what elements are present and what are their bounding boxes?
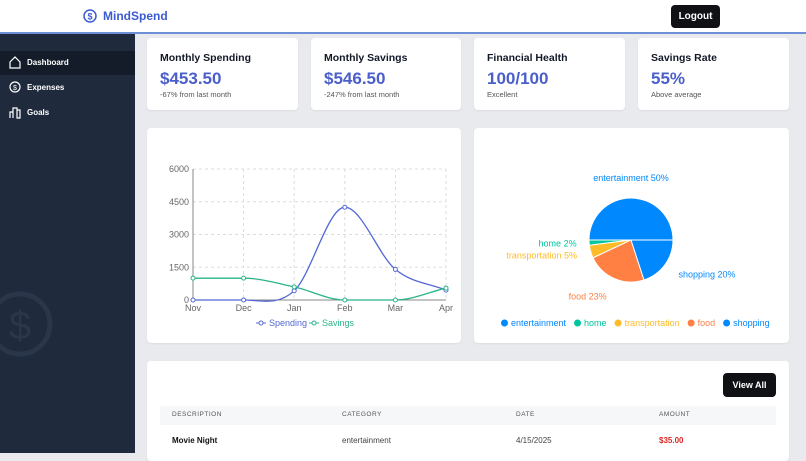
stat-card: Savings Rate 55% Above average [638,38,789,110]
x-tick-label: Nov [185,303,202,313]
sidebar-decoration: $ [0,291,53,357]
y-tick-label: 3000 [169,230,189,240]
stat-note: Excellent [487,90,518,99]
pie-slice [630,239,674,281]
column-header: DATE [516,411,535,418]
nav-item[interactable]: Expenses [27,83,65,92]
cell: Movie Night [172,436,218,445]
legend-label: Savings [322,318,355,328]
stat-card: Financial Health 100/100 Excellent [474,38,625,110]
stat-title: Monthly Spending [160,52,251,64]
stat-note: -67% from last month [160,90,232,99]
pie-slice [592,239,645,283]
pie-label-value: 2% [564,238,577,248]
point [291,288,297,294]
pie-slice [588,197,674,241]
point [342,204,348,210]
stat-value: 100/100 [487,69,549,88]
pie-label-value: 23% [589,291,607,301]
point [241,297,247,303]
pie-label-value: 20% [718,270,736,280]
x-tick-label: Dec [236,303,253,313]
nav-icons: $ [9,56,21,119]
nav-item[interactable]: Dashboard [0,51,135,75]
y-tick-label: 1500 [169,262,189,272]
legend-icon [723,319,731,327]
legend-label: transportation [625,318,680,328]
column-header: AMOUNT [659,411,691,418]
legend-label: home [584,318,607,328]
stat-card: Monthly Savings $546.50 -247% from last … [311,38,461,110]
svg-text:$: $ [13,85,17,92]
stat-note: -247% from last month [324,90,400,99]
brand[interactable]: MindSpend [103,9,168,23]
x-tick-label: Jan [287,303,302,313]
stat-value: 55% [651,69,686,88]
legend-label: shopping [733,318,770,328]
stat-card: Monthly Spending $453.50 -67% from last … [147,38,298,110]
y-tick-label: 4500 [169,197,189,207]
legend-icon [574,319,582,327]
stat-note: Above average [651,90,702,99]
table-header [160,406,776,425]
pie-label-name: home [539,238,562,248]
y-tick-label: 6000 [169,164,189,174]
point [241,275,247,281]
x-tick-label: Mar [388,303,404,313]
nav-item[interactable]: Goals [27,108,50,117]
legend-icon [501,319,508,327]
y-tick-label: 0 [184,295,189,305]
point [392,266,398,272]
sidebar: $ Dashboard Expenses Goals $ [0,34,135,453]
stat-title: Financial Health [487,52,568,64]
point [342,297,348,303]
legend-icon [614,319,622,327]
pie-label-name: food [569,291,587,301]
cell: $35.00 [659,436,684,445]
point [392,297,398,303]
stat-title: Savings Rate [651,52,717,64]
logo-icon: $ [83,9,97,23]
pie-label-name: entertainment [593,173,649,183]
column-header: CATEGORY [342,411,382,418]
legend-label: Spending [269,318,307,328]
pie-label: shopping 20% [678,270,735,280]
legend-label: food [698,318,716,328]
pie-label-value: 5% [564,251,577,261]
pie-label: entertainment 50% [593,173,669,183]
pie-label-name: shopping [678,270,715,280]
cell: entertainment [342,436,391,445]
stat-title: Monthly Savings [324,52,408,64]
svg-text:$: $ [9,304,31,348]
legend-icon [258,320,264,326]
x-tick-label: Apr [439,303,453,313]
logout-button[interactable]: Logout [671,5,720,28]
stat-value: $453.50 [160,69,222,88]
pie-label: home 2% [539,238,577,248]
pie-label: food 23% [569,291,607,301]
pie-label-value: 50% [651,173,669,183]
legend-label: entertainment [511,318,567,328]
line [192,206,447,302]
svg-text:$: $ [87,12,92,22]
view-all-button[interactable]: View All [723,373,776,397]
x-tick-label: Feb [337,303,353,313]
cell: 4/15/2025 [516,436,552,445]
column-header: DESCRIPTION [172,411,222,418]
point [190,275,196,281]
point [190,297,196,303]
legend-icon [311,320,317,326]
pie-label: transportation 5% [506,251,577,261]
stat-value: $546.50 [324,69,386,88]
legend-icon [687,319,695,327]
pie-label-name: transportation [506,251,561,261]
point [291,284,297,290]
line-chart-card [147,128,461,343]
point [443,285,449,291]
line [193,277,447,301]
